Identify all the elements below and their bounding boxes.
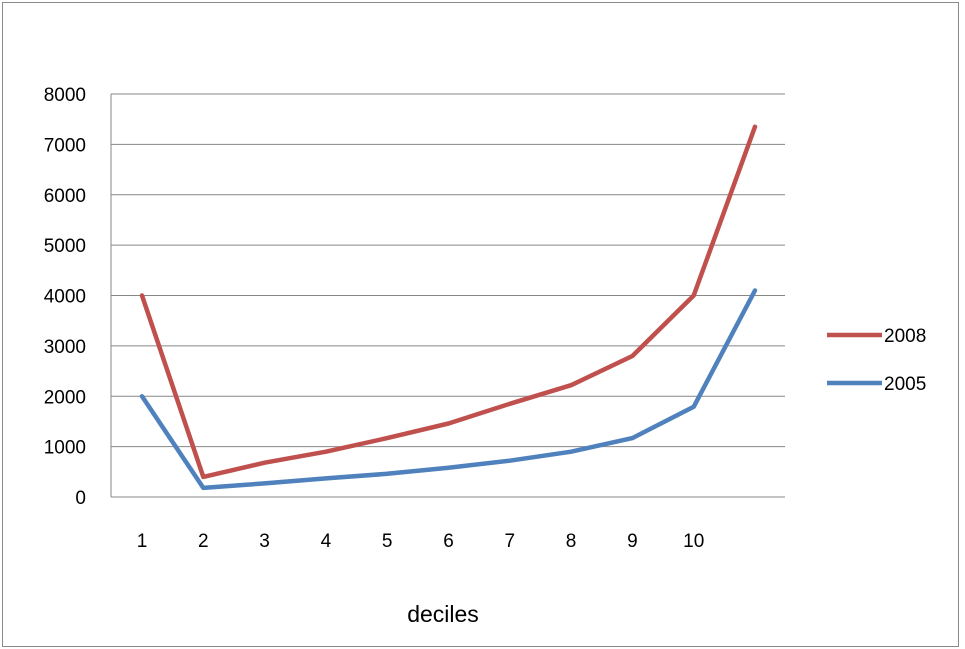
- legend-label-2008: 2008: [884, 326, 926, 347]
- y-tick-label: 3000: [44, 337, 86, 358]
- y-tick-label: 4000: [44, 287, 86, 308]
- x-tick-label: 10: [683, 531, 704, 552]
- y-tick-label: 8000: [44, 85, 86, 106]
- series-line-2008: [139, 124, 758, 480]
- y-axis-tick-labels: 0 1000 2000 3000 4000 5000 6000 7000 8000: [44, 85, 86, 509]
- x-tick-label: 5: [382, 531, 393, 552]
- x-axis-tick-labels: 1 2 3 4 5 6 7 8 9 10: [137, 531, 705, 552]
- x-axis-label: deciles: [407, 601, 479, 627]
- y-tick-label: 2000: [44, 387, 86, 408]
- legend-label-2005: 2005: [884, 374, 926, 395]
- x-tick-label: 6: [443, 531, 454, 552]
- y-tick-label: 6000: [44, 186, 86, 207]
- x-tick-label: 2: [198, 531, 209, 552]
- y-tick-label: 1000: [44, 438, 86, 459]
- y-tick-label: 7000: [44, 135, 86, 156]
- x-tick-label: 1: [137, 531, 148, 552]
- x-tick-label: 4: [321, 531, 332, 552]
- x-tick-label: 3: [259, 531, 270, 552]
- x-tick-label: 7: [505, 531, 516, 552]
- series-lines: [139, 124, 758, 491]
- y-tick-label: 5000: [44, 236, 86, 257]
- x-tick-label: 8: [566, 531, 577, 552]
- gridlines: [110, 93, 785, 498]
- y-tick-label: 0: [75, 488, 86, 509]
- legend: 2008 2005: [827, 326, 926, 395]
- x-tick-label: 9: [627, 531, 638, 552]
- series-line-2005: [139, 288, 758, 491]
